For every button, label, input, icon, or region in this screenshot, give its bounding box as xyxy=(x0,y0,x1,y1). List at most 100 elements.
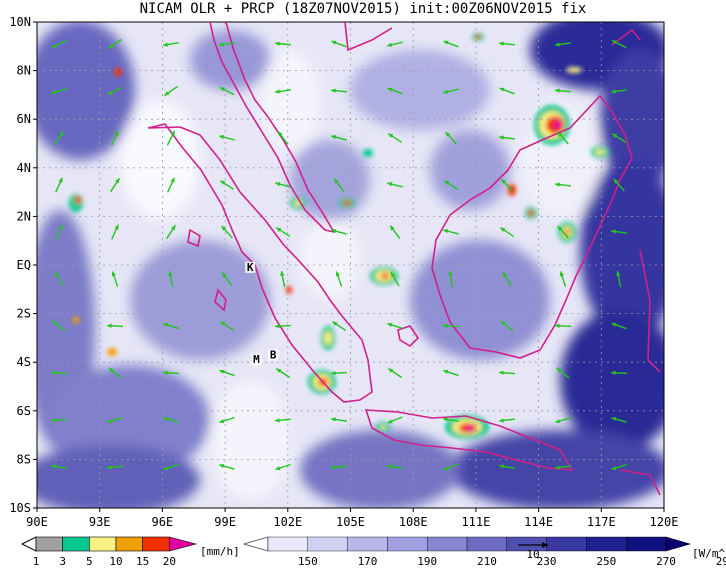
wind-arrow xyxy=(554,88,572,93)
wind-arrow xyxy=(219,463,235,470)
wind-arrow xyxy=(611,322,627,330)
wind-arrow xyxy=(335,271,343,287)
wind-arrow xyxy=(110,177,120,193)
wind-arrow xyxy=(331,320,347,332)
wind-arrow xyxy=(386,464,404,469)
coastline-sumatra xyxy=(147,123,373,403)
olr-colorbar-segment xyxy=(626,536,667,552)
plot-border xyxy=(36,21,665,509)
wind-arrow xyxy=(331,228,347,235)
precip-cell xyxy=(286,286,292,294)
precip-cell xyxy=(376,422,390,432)
precip-colorbar-segment xyxy=(89,536,117,552)
wind-arrow xyxy=(387,133,403,143)
station-label-bg xyxy=(251,354,262,366)
wind-arrow xyxy=(443,40,459,48)
wind-arrow xyxy=(555,416,571,424)
olr-legend-label: 230 xyxy=(537,555,557,568)
coastline-borneo xyxy=(431,94,633,359)
wind-arrow xyxy=(443,88,459,94)
coastline-nias xyxy=(187,228,201,248)
wind-arrow xyxy=(443,180,459,190)
olr-colorbar-segment xyxy=(307,536,348,552)
olr-colorbar-arrow-low xyxy=(242,536,269,552)
wind-arrow xyxy=(611,416,627,423)
wind-arrow xyxy=(611,463,627,471)
precip-cell xyxy=(107,348,117,356)
coastline-mentawai xyxy=(214,288,227,312)
olr-colorbar-segment xyxy=(387,536,428,552)
wind-arrow xyxy=(333,178,345,192)
wind-arrow xyxy=(387,182,403,188)
olr-legend-label: 210 xyxy=(477,555,497,568)
station-label-bg xyxy=(245,261,256,273)
wind-arrow xyxy=(162,370,180,375)
wind-arrow xyxy=(443,229,459,235)
lat-tick-label: 2N xyxy=(17,209,31,223)
coastline-thailand xyxy=(344,22,393,52)
wind-arrow xyxy=(277,131,289,145)
wind-arrow xyxy=(554,323,572,329)
wind-arrow xyxy=(443,369,459,377)
wind-arrow xyxy=(275,182,291,188)
precip-cell xyxy=(321,326,335,350)
wind-arrow xyxy=(387,87,403,95)
map-title: NICAM OLR + PRCP (18Z07NOV2015) init:00Z… xyxy=(139,1,587,17)
wind-arrow xyxy=(275,463,291,471)
olr-colorbar-segment xyxy=(267,536,308,552)
olr-legend-unit: [W/m^2] xyxy=(692,547,726,560)
wind-arrow xyxy=(498,418,516,423)
wind-arrow xyxy=(280,271,286,287)
wind-arrow xyxy=(51,88,67,95)
wind-arrow xyxy=(557,131,569,145)
wind-arrow xyxy=(106,323,124,328)
wind-arrow xyxy=(613,178,625,192)
wind-arrow xyxy=(559,271,567,287)
wind-arrow xyxy=(554,182,572,187)
wind-arrow xyxy=(50,464,68,469)
wind-arrow xyxy=(108,38,122,50)
olr-colorbar-segment xyxy=(347,536,388,552)
wind-arrow xyxy=(498,370,516,375)
lon-tick-label: 93E xyxy=(89,515,111,529)
precip-legend-label: 15 xyxy=(136,555,149,568)
wind-arrow xyxy=(616,271,622,287)
lon-tick-label: 117E xyxy=(587,515,616,529)
wind-arrow xyxy=(331,135,347,141)
precip-colorbar-segment xyxy=(35,536,63,552)
station-label: M xyxy=(253,353,260,366)
wind-arrow xyxy=(442,417,460,423)
wind-arrow xyxy=(499,87,515,95)
wind-arrow xyxy=(554,42,572,47)
wind-arrow xyxy=(499,464,515,470)
precip-legend-label: 3 xyxy=(59,555,66,568)
coastline-java xyxy=(364,409,574,471)
wind-arrow xyxy=(501,178,513,192)
precip-cell xyxy=(445,415,489,439)
precip-cell xyxy=(72,317,80,323)
precip-cell xyxy=(525,207,537,219)
wind-arrow xyxy=(111,130,119,146)
wind-arrow xyxy=(163,322,179,330)
wind-arrow xyxy=(498,41,516,46)
wind-arrow xyxy=(219,180,235,190)
wind-arrow xyxy=(54,130,64,146)
coastline-sulawesi xyxy=(639,249,661,373)
wind-arrow xyxy=(274,418,292,423)
lon-tick-label: 108E xyxy=(399,515,428,529)
coastline-philippines xyxy=(611,28,641,46)
wind-arrow xyxy=(331,40,347,48)
lat-tick-label: 8S xyxy=(17,452,31,466)
wind-arrow xyxy=(274,324,292,329)
wind-arrow xyxy=(557,225,569,239)
wind-arrow xyxy=(330,465,348,470)
precip-colorbar-arrow-low xyxy=(20,536,37,552)
lat-tick-label: 10S xyxy=(9,501,31,515)
precip-cell xyxy=(472,33,484,41)
precip-cell xyxy=(370,267,398,285)
wind-arrow xyxy=(162,41,180,47)
wind-arrow xyxy=(502,271,512,287)
wind-arrow xyxy=(108,367,122,379)
reference-vector-label: 10 xyxy=(526,548,539,561)
